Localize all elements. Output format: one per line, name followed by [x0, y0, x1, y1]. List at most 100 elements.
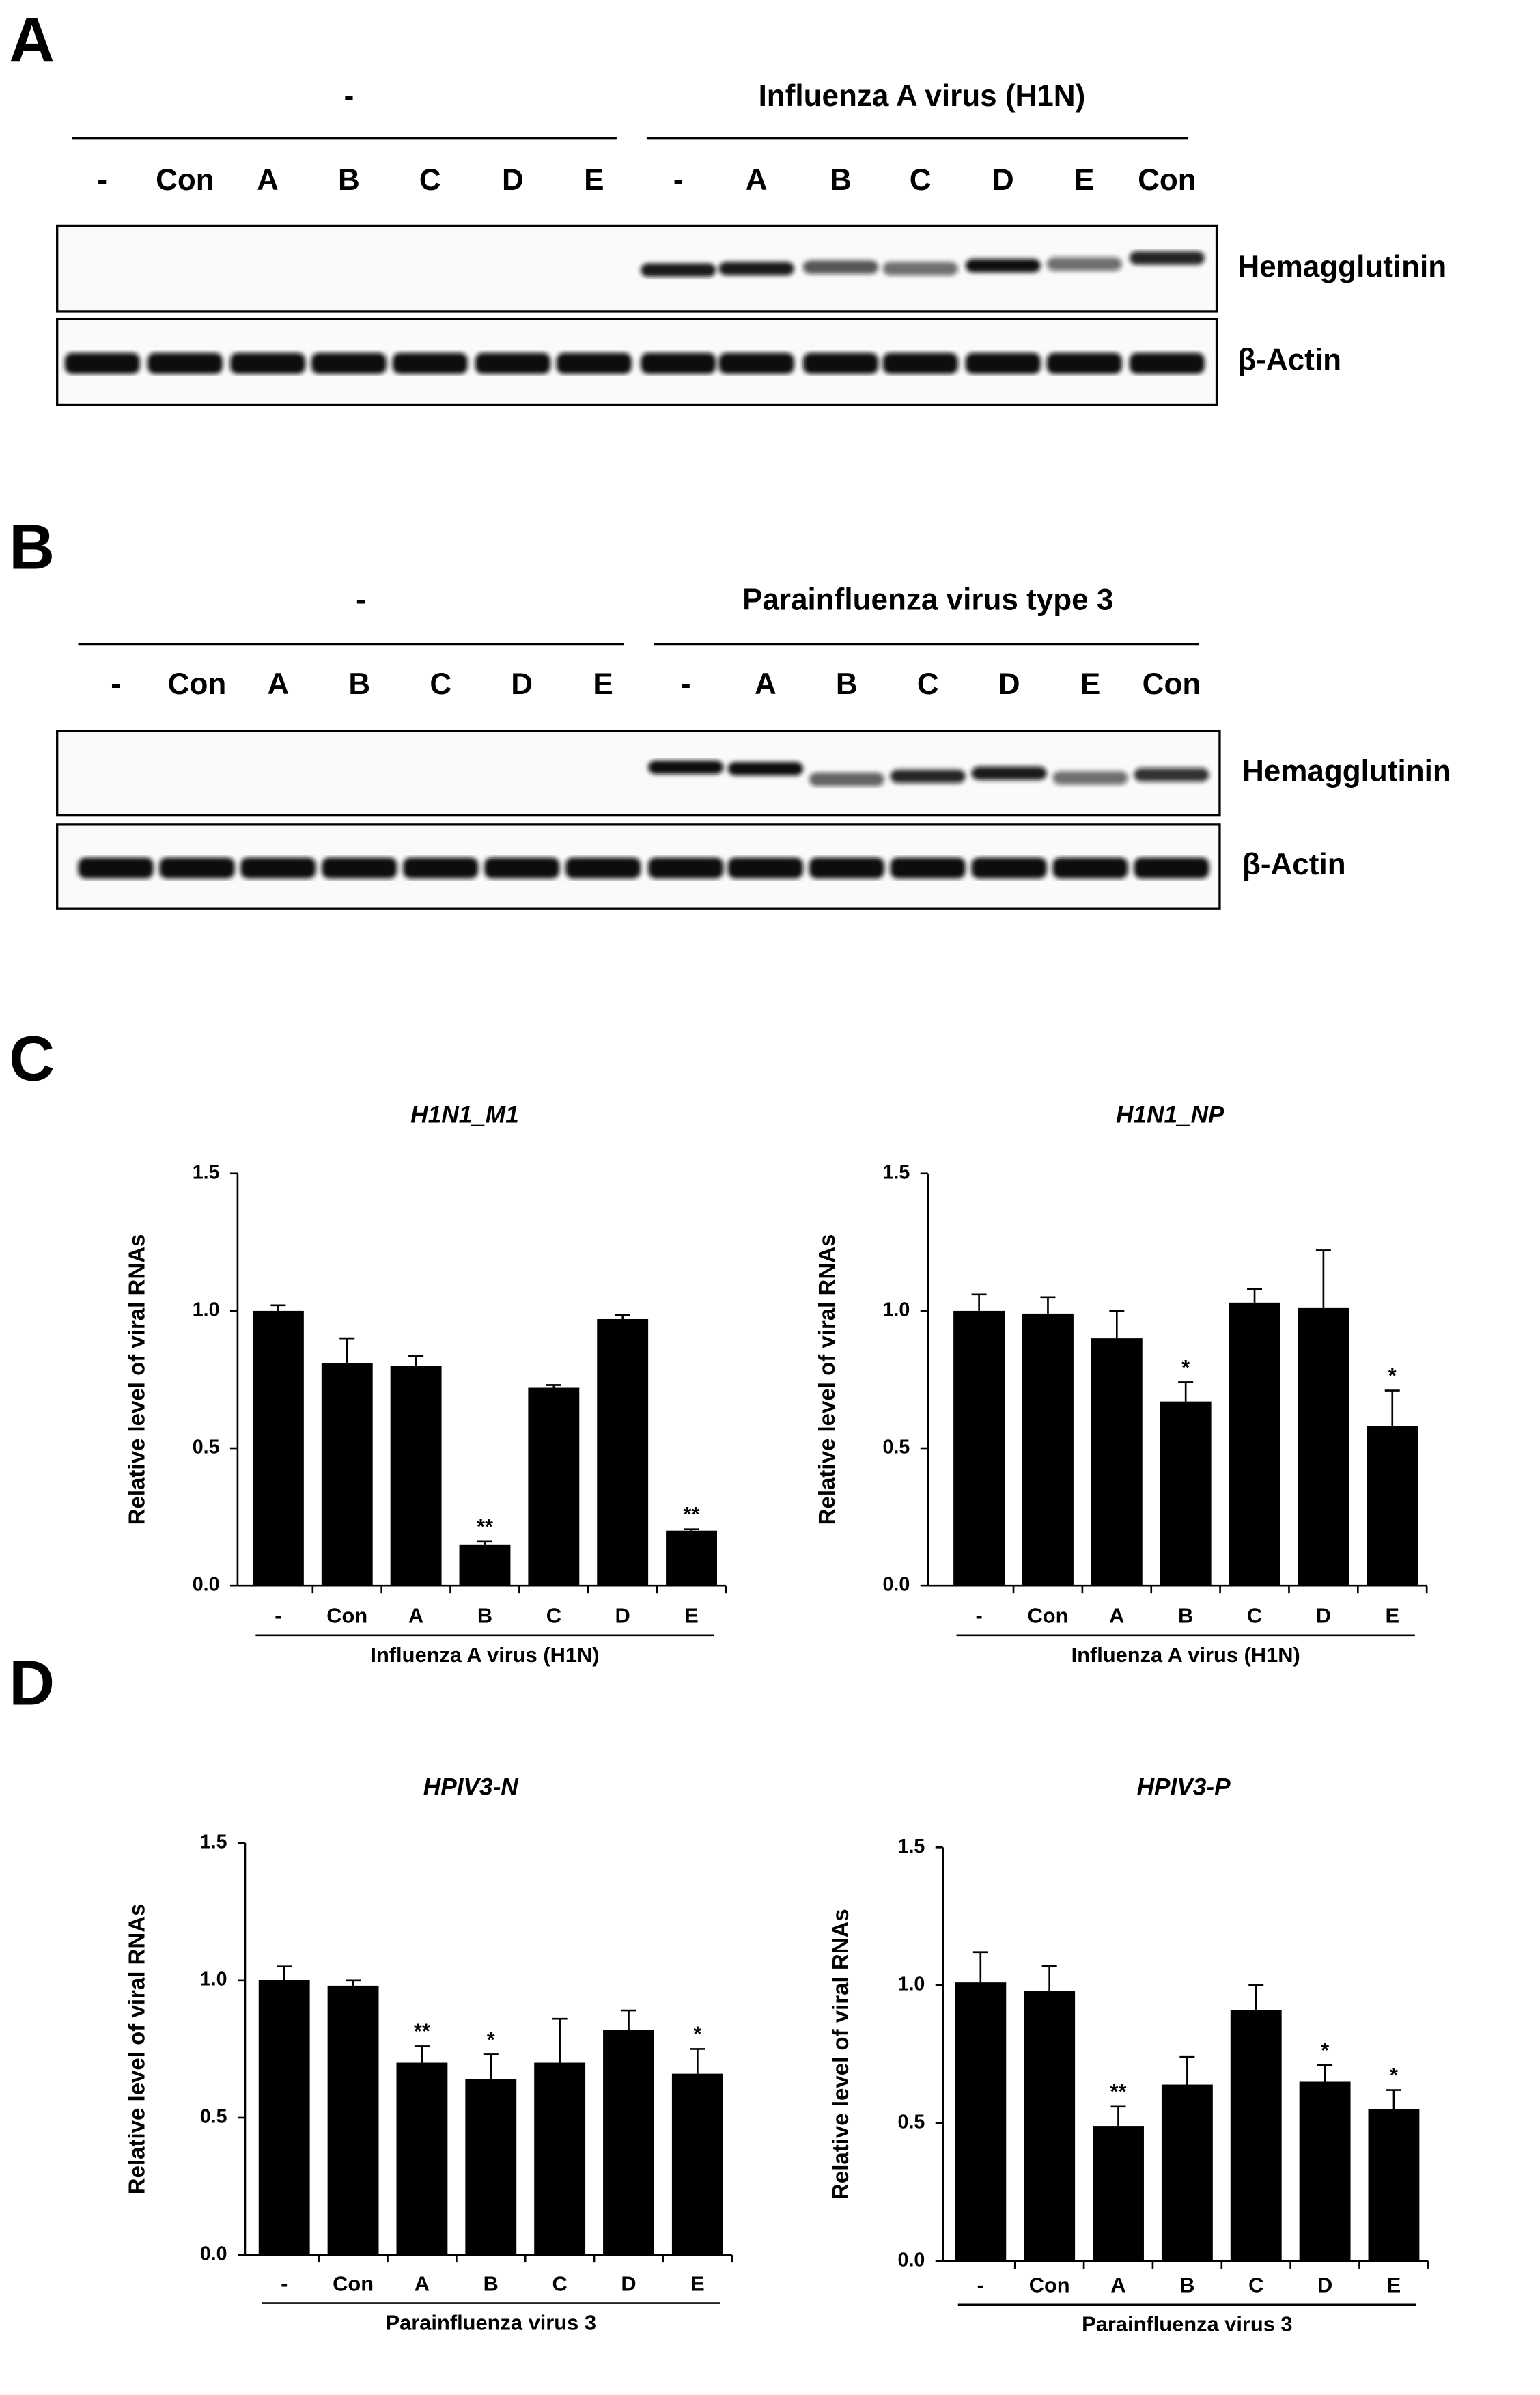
lane-label: C — [910, 163, 932, 197]
significance: * — [1321, 2038, 1329, 2062]
band — [565, 857, 641, 879]
bar — [459, 1544, 511, 1586]
bar — [1024, 1991, 1076, 2261]
x-axis-label: Parainfluenza virus 3 — [386, 2311, 596, 2335]
bar — [1298, 1307, 1349, 1586]
lane-label: C — [917, 667, 939, 701]
bar — [671, 2073, 723, 2256]
band — [78, 857, 154, 879]
row-label: β-Actin — [1237, 343, 1341, 376]
y-axis-label: Relative level of viral RNAs — [814, 1234, 839, 1525]
x-axis-label: Parainfluenza virus 3 — [1082, 2312, 1292, 2336]
category-label: A — [1109, 1604, 1124, 1628]
y-tick-label: 1.0 — [193, 1299, 220, 1320]
y-tick-label: 0.5 — [193, 1437, 220, 1458]
category-label: C — [1248, 2273, 1263, 2297]
band — [648, 760, 724, 775]
band — [229, 352, 306, 374]
bar — [1161, 2084, 1213, 2261]
bar — [666, 1530, 717, 1586]
significance: * — [487, 2027, 495, 2051]
band — [1052, 857, 1128, 879]
band — [159, 857, 235, 879]
group-label: Influenza A virus (H1N) — [759, 79, 1086, 113]
bar — [321, 1363, 373, 1586]
category-label: B — [1179, 2273, 1194, 2297]
category-label: B — [484, 2271, 499, 2295]
significance: * — [1388, 1363, 1397, 1387]
bar — [528, 1387, 580, 1586]
lane-label: - — [97, 163, 107, 197]
category-label: E — [1385, 1604, 1399, 1628]
lane-label: Con — [156, 163, 214, 197]
band — [882, 352, 958, 374]
category-label: D — [1317, 2273, 1332, 2297]
bar — [1367, 1426, 1418, 1586]
category-label: A — [408, 1604, 423, 1628]
bands — [648, 760, 1209, 786]
lane-label: A — [267, 667, 289, 701]
bar — [1091, 1338, 1143, 1586]
category-label: E — [684, 1604, 699, 1628]
band — [484, 857, 560, 879]
x-axis-label: Influenza A virus (H1N) — [370, 1643, 599, 1667]
row-label: Hemagglutinin — [1237, 250, 1446, 283]
lane-label: B — [830, 163, 852, 197]
band — [311, 352, 387, 374]
lane-label: - — [681, 667, 691, 701]
category-label: C — [1247, 1604, 1262, 1628]
panel-letter: A — [9, 5, 55, 76]
lane-label: - — [111, 667, 121, 701]
lane-label: - — [673, 163, 684, 197]
category-label: A — [1110, 2273, 1125, 2297]
lane-label: E — [593, 667, 613, 701]
lane-label: Con — [168, 667, 227, 701]
bar — [258, 1980, 310, 2256]
category-label: B — [477, 1604, 492, 1628]
band — [1129, 251, 1205, 265]
band — [971, 766, 1047, 780]
category-label: A — [415, 2271, 430, 2295]
band — [322, 857, 397, 879]
bar — [327, 1985, 379, 2256]
y-tick-label: 0.0 — [193, 1574, 220, 1596]
bar — [953, 1310, 1005, 1586]
significance: * — [1181, 1355, 1190, 1379]
lane-label: C — [430, 667, 451, 701]
lane-label: D — [502, 163, 524, 197]
bar — [1229, 1302, 1280, 1586]
chart-title: HPIV3-N — [423, 1774, 520, 1801]
bar — [396, 2062, 448, 2256]
bar — [465, 2079, 517, 2256]
lane-label: Con — [1143, 667, 1201, 701]
category-label: E — [1387, 2273, 1401, 2297]
band — [556, 352, 632, 374]
bar — [1022, 1313, 1074, 1586]
category-label: - — [975, 1604, 982, 1628]
category-label: Con — [326, 1604, 367, 1628]
lane-label: D — [992, 163, 1014, 197]
category-label: D — [615, 1604, 630, 1628]
band — [1052, 771, 1128, 785]
y-tick-label: 1.5 — [883, 1161, 910, 1183]
significance: ** — [477, 1514, 493, 1538]
band — [1134, 857, 1209, 879]
chart-title: H1N1_M1 — [410, 1101, 519, 1128]
y-tick-label: 1.5 — [200, 1831, 227, 1853]
category-label: D — [1316, 1604, 1331, 1628]
band — [890, 769, 966, 784]
bands — [78, 857, 1209, 879]
significance: ** — [414, 2019, 430, 2043]
bar — [534, 2062, 586, 2256]
band — [641, 352, 716, 374]
y-axis-label: Relative level of viral RNAs — [124, 1234, 149, 1525]
panel-letter: C — [9, 1023, 55, 1094]
lane-label: A — [755, 667, 776, 701]
y-axis-label: Relative level of viral RNAs — [124, 1904, 149, 2195]
bar — [1299, 2081, 1351, 2261]
category-label: - — [977, 2273, 984, 2297]
group-label: Parainfluenza virus type 3 — [742, 583, 1113, 617]
bar — [597, 1318, 649, 1586]
row-label: Hemagglutinin — [1242, 755, 1451, 788]
